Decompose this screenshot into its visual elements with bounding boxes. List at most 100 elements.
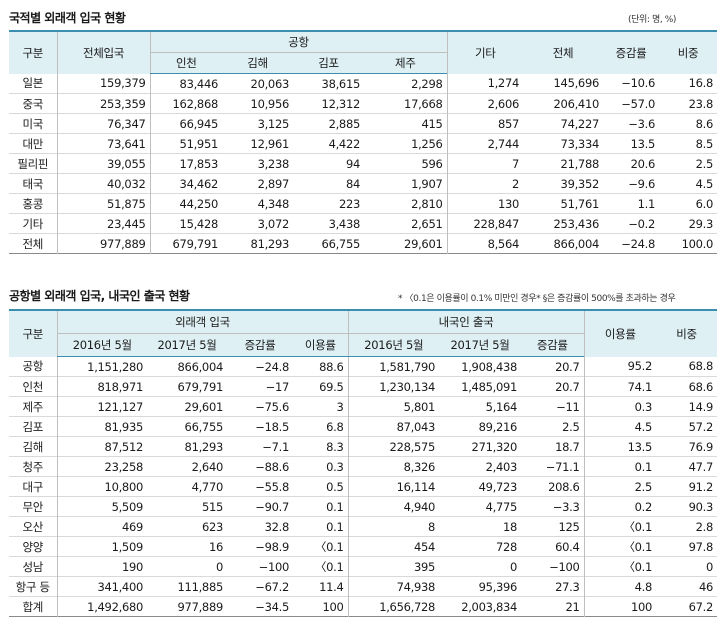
- table-row: 성남 190 0 −100 〈0.1 395 0 −100 〈0.1 0: [9, 556, 718, 577]
- table-cell: 228,847: [446, 213, 523, 234]
- table-cell: 95,396: [478, 579, 518, 594]
- table-cell: 39,055: [56, 153, 150, 174]
- table-cell: 623: [201, 519, 223, 534]
- table-cell: 4,775: [485, 499, 518, 514]
- table-cell: 29,601: [404, 236, 443, 251]
- header-entry-usage: 이용률: [293, 333, 349, 357]
- table-cell: 0: [215, 559, 223, 574]
- table-cell: 23,445: [56, 213, 150, 234]
- header-share: 비중: [656, 309, 718, 357]
- table-cell: 866,004: [553, 236, 600, 251]
- table-cell: 91.2: [688, 479, 714, 494]
- table-cell: 5,801: [347, 396, 440, 417]
- table-cell: 81,293: [250, 236, 290, 251]
- table-cell: −11: [556, 399, 580, 414]
- table-cell: −55.8: [255, 479, 289, 494]
- row-label: 대만: [9, 133, 57, 154]
- table-cell: 76,347: [56, 113, 150, 134]
- table-cell: 977,889: [56, 233, 150, 254]
- row-label: 무안: [9, 496, 57, 517]
- table-cell: 2,403: [485, 459, 518, 474]
- table-cell: 223: [338, 196, 360, 211]
- row-label: 인천: [9, 376, 57, 397]
- table-cell: 0: [509, 559, 518, 574]
- table-cell: 81,293: [184, 439, 224, 454]
- table-cell: 18.7: [555, 439, 580, 454]
- table-cell: 1,151,280: [56, 356, 147, 377]
- table-cell: 90.3: [688, 499, 714, 514]
- table-cell: 87,043: [347, 416, 440, 437]
- table-cell: 10,956: [250, 96, 290, 111]
- table-cell: −0.2: [628, 216, 655, 231]
- unit-label: (단위: 명, %): [628, 15, 677, 25]
- table-cell: 8,326: [347, 456, 440, 477]
- table-cell: 20,063: [250, 76, 290, 91]
- header-change: 증감률: [603, 30, 659, 74]
- table-cell: 4,940: [347, 496, 440, 517]
- header-usage-rate: 이용률: [583, 309, 657, 357]
- table-cell: 21: [565, 599, 580, 614]
- table-cell: 20.7: [555, 359, 580, 374]
- header-airports: 공항: [149, 30, 447, 53]
- table-cell: 1,907: [411, 176, 443, 191]
- table-cell: 83,446: [149, 73, 222, 94]
- header-incheon: 인천: [149, 52, 222, 74]
- table-cell: 3: [336, 399, 344, 414]
- table-cell: 12,312: [321, 96, 361, 111]
- table-cell: 8,564: [446, 233, 523, 254]
- table-cell: 15,428: [149, 213, 222, 234]
- table-cell: 1,581,790: [347, 356, 440, 377]
- table-cell: 38,615: [321, 76, 361, 91]
- table-cell: −100: [549, 559, 580, 574]
- row-label: 합계: [9, 596, 57, 617]
- table-cell: 190: [56, 556, 147, 577]
- table-cell: 47.7: [688, 459, 714, 474]
- table-cell: 66,755: [321, 236, 361, 251]
- table-cell: 69.5: [319, 379, 344, 394]
- table-row: 미국 76,347 66,945 3,125 2,885 415 857 74,227 −3.6…: [9, 113, 717, 134]
- header-gimhae: 김해: [222, 52, 293, 74]
- table-cell: −75.6: [255, 399, 289, 414]
- header-category: 구분: [9, 309, 57, 357]
- table-cell: 68.8: [688, 359, 714, 374]
- table-cell: 2.5: [562, 419, 580, 434]
- table-cell: 〈0.1: [583, 536, 657, 557]
- table-cell: 74,938: [347, 576, 440, 597]
- table-row: 김포 81,935 66,755 −18.5 6.8 87,043 89,216 2.5 4.5…: [9, 416, 718, 437]
- table-cell: 395: [347, 556, 440, 577]
- table-cell: 13.5: [630, 136, 656, 151]
- header-exit-2017: 2017년 5월: [439, 333, 522, 357]
- row-label: 오산: [9, 516, 57, 537]
- table-cell: 121,127: [56, 396, 147, 417]
- table-cell: 16.8: [688, 76, 714, 91]
- table-cell: 29.3: [688, 216, 714, 231]
- row-label: 제주: [9, 396, 57, 417]
- airport-rows: 공항 1,151,280 866,004 −24.8 88.6 1,581,790 1,90…: [9, 356, 718, 617]
- table-cell: 60.4: [555, 539, 580, 554]
- table-cell: 88.6: [319, 359, 344, 374]
- table-cell: 100: [322, 599, 344, 614]
- table-cell: 977,889: [177, 599, 224, 614]
- table-cell: 1.1: [637, 196, 656, 211]
- table-cell: 74,227: [560, 116, 600, 131]
- table-row: 제주 121,127 29,601 −75.6 3 5,801 5,164 −11 0.3 14.…: [9, 396, 718, 417]
- table-cell: 3,072: [257, 216, 290, 231]
- table-cell: −100: [258, 559, 290, 574]
- table-cell: −57.0: [621, 96, 655, 111]
- table-cell: 866,004: [177, 359, 224, 374]
- table-cell: 100.0: [681, 236, 714, 251]
- header-total: 전체: [523, 30, 603, 74]
- table-cell: 0: [706, 559, 714, 574]
- table-cell: 253,359: [56, 93, 150, 114]
- table-cell: 95.2: [583, 356, 657, 377]
- row-label: 김포: [9, 416, 57, 437]
- table-cell: −3.3: [552, 499, 580, 514]
- table-cell: 46: [698, 579, 714, 594]
- table-cell: 1,656,728: [347, 596, 440, 617]
- table-row: 대구 10,800 4,770 −55.8 0.5 16,114 49,723 208.6 2.…: [9, 476, 718, 497]
- table-cell: 16: [208, 539, 223, 554]
- table-cell: 74.1: [583, 376, 657, 397]
- table-cell: 7: [446, 153, 523, 174]
- table-cell: 12,961: [250, 136, 290, 151]
- table-row: 합계 1,492,680 977,889 −34.5 100 1,656,728 2,003…: [9, 596, 718, 617]
